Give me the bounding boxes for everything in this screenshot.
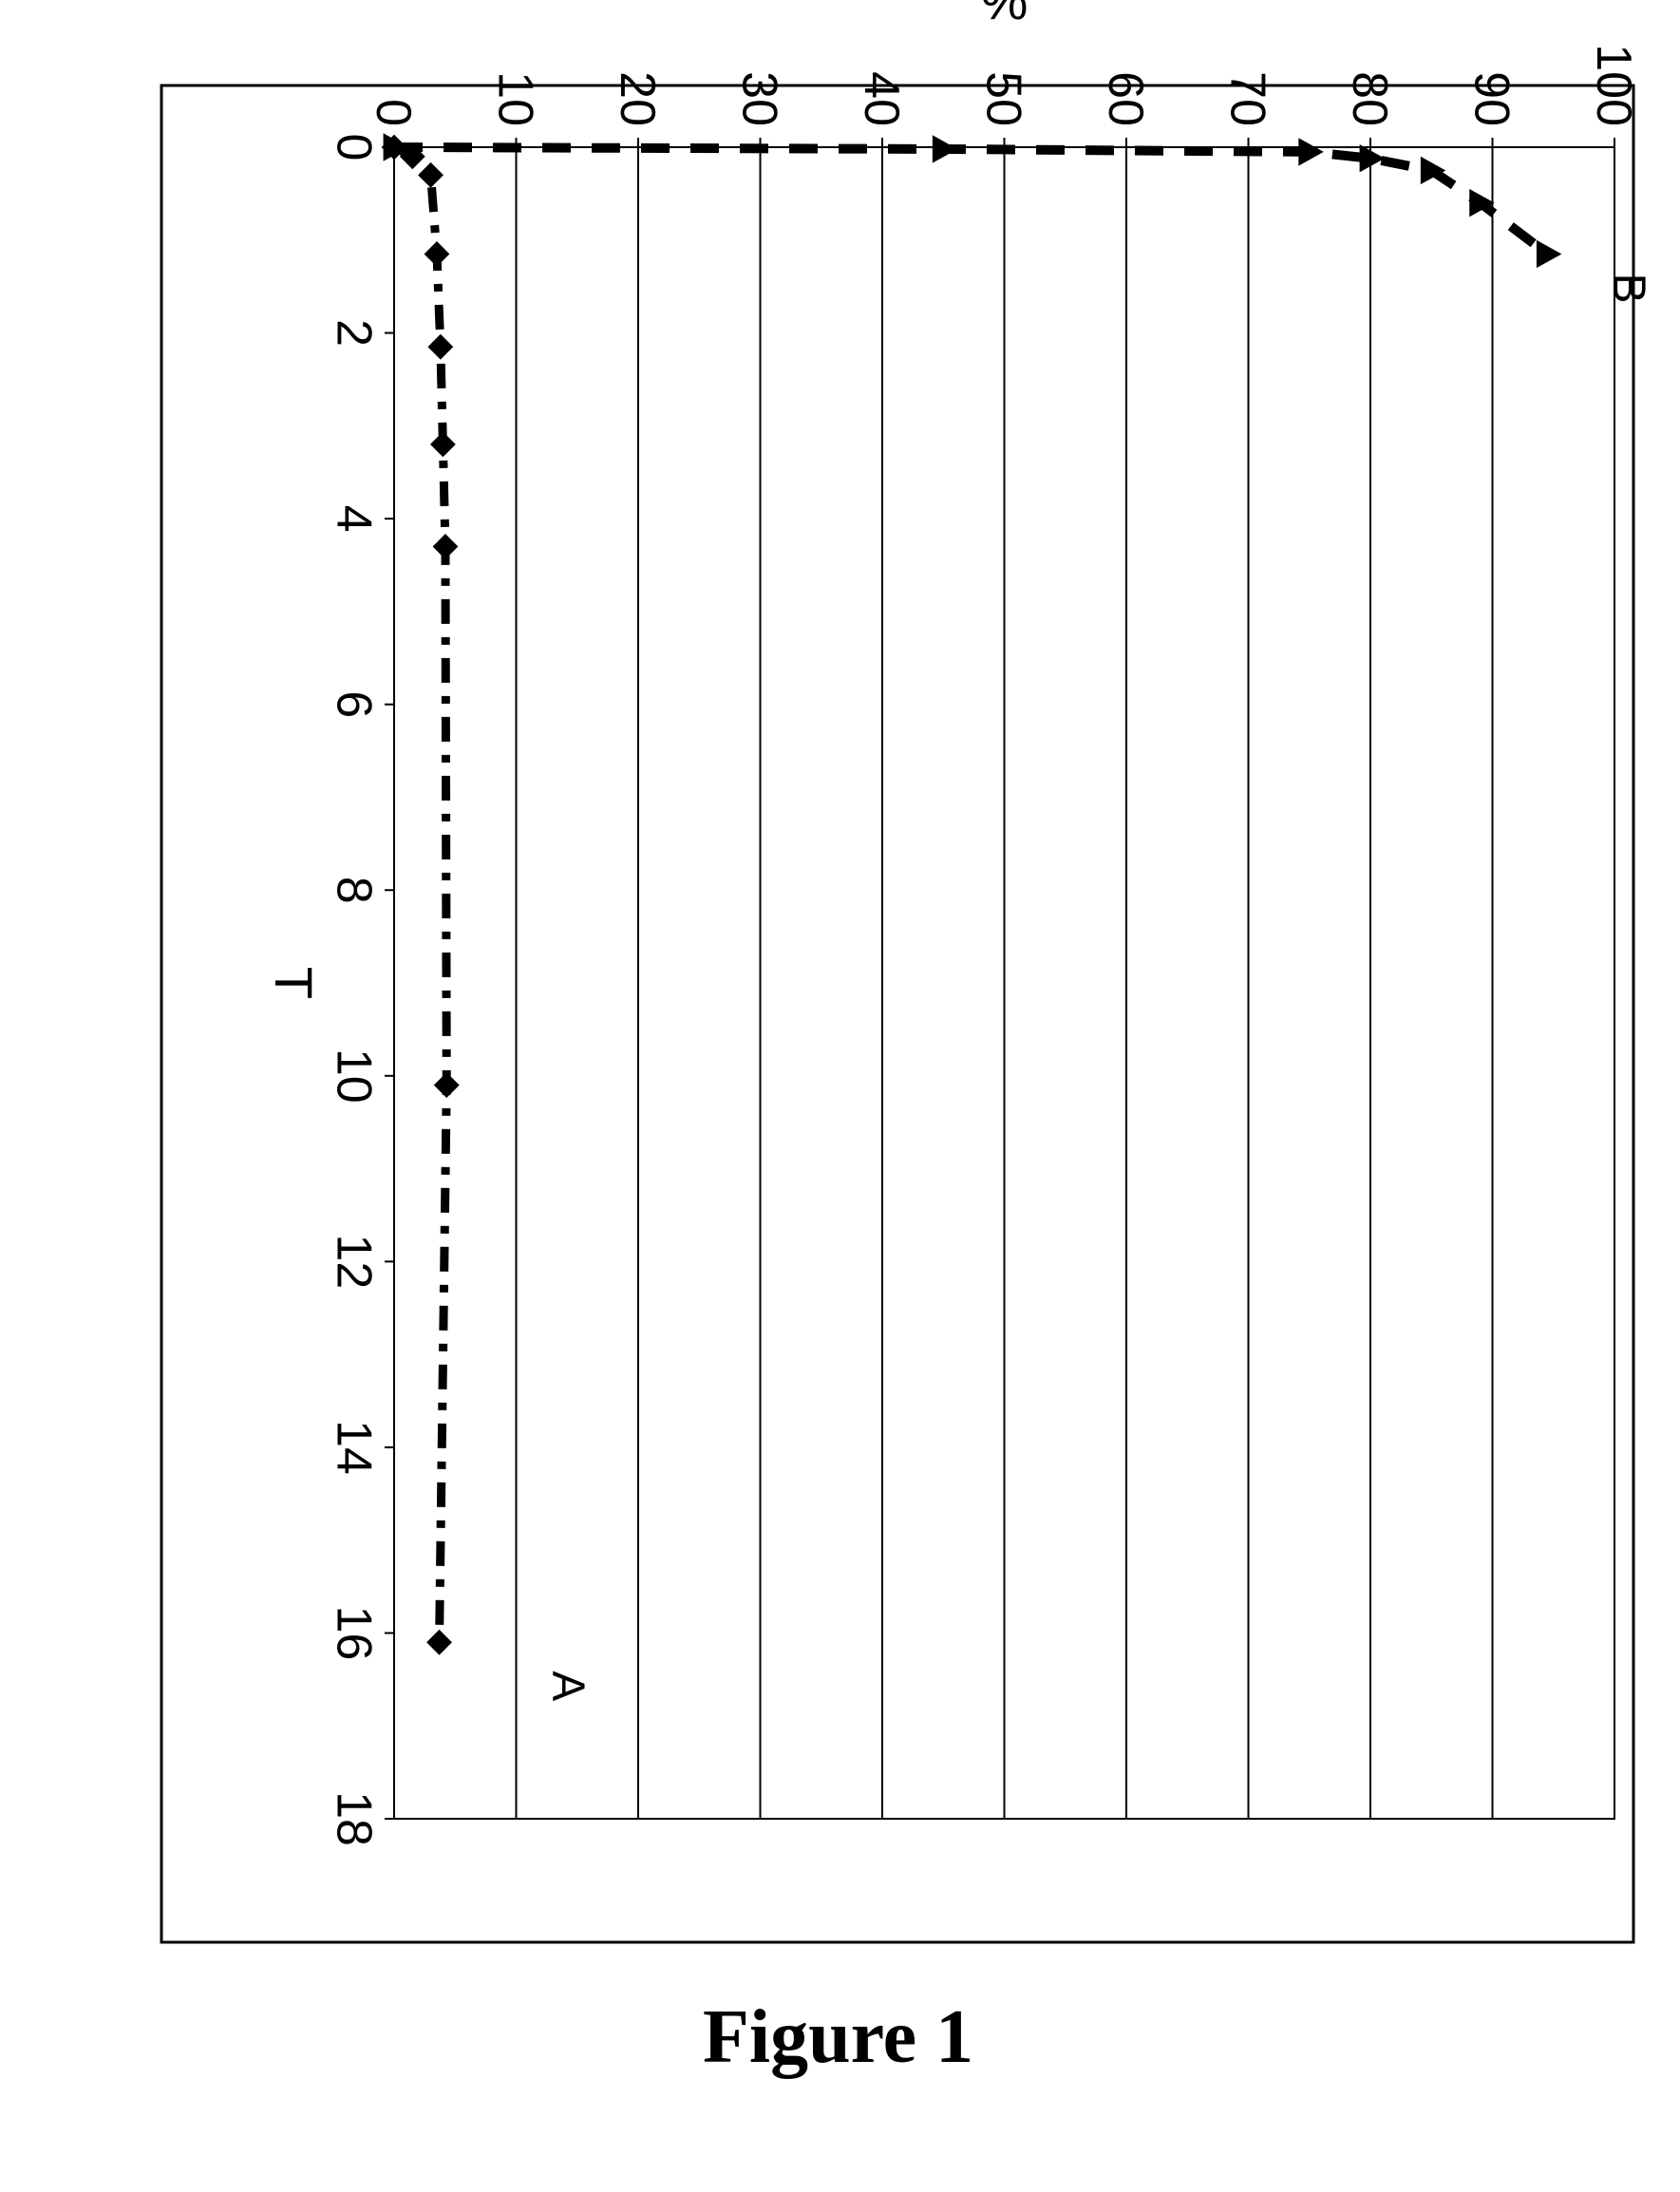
svg-text:18: 18 [327, 1791, 382, 1846]
svg-text:10: 10 [487, 71, 542, 126]
svg-text:0: 0 [327, 134, 382, 161]
y-axis-label: % [981, 0, 1029, 30]
svg-text:2: 2 [327, 319, 382, 347]
svg-text:4: 4 [327, 505, 382, 533]
series-label-A: A [543, 1671, 594, 1701]
series-label-B: B [1603, 273, 1653, 303]
figure-caption: Figure 1 [703, 1994, 973, 2081]
svg-text:90: 90 [1463, 71, 1519, 126]
svg-text:100: 100 [1586, 44, 1641, 126]
svg-text:80: 80 [1342, 71, 1397, 126]
svg-text:14: 14 [327, 1420, 382, 1475]
svg-text:8: 8 [327, 877, 382, 904]
svg-text:30: 30 [731, 71, 786, 126]
svg-text:10: 10 [327, 1049, 382, 1104]
svg-text:6: 6 [327, 690, 382, 718]
x-axis-label: T [264, 967, 324, 999]
chart-svg: 0 2 4 6 8 10 12 14 16 18 0 10 20 30 40 50 60 70 80 90 100 T% A… [0, 0, 1680, 2187]
svg-text:16: 16 [327, 1606, 382, 1661]
svg-text:20: 20 [610, 71, 665, 126]
svg-text:0: 0 [366, 99, 421, 126]
svg-text:12: 12 [327, 1234, 382, 1289]
svg-text:70: 70 [1219, 71, 1274, 126]
chart-container: 0 2 4 6 8 10 12 14 16 18 0 10 20 30 40 50 60 70 80 90 100 T% A… [0, 0, 1680, 2192]
svg-text:60: 60 [1098, 71, 1153, 126]
svg-text:40: 40 [854, 71, 909, 126]
svg-text:50: 50 [975, 71, 1030, 126]
